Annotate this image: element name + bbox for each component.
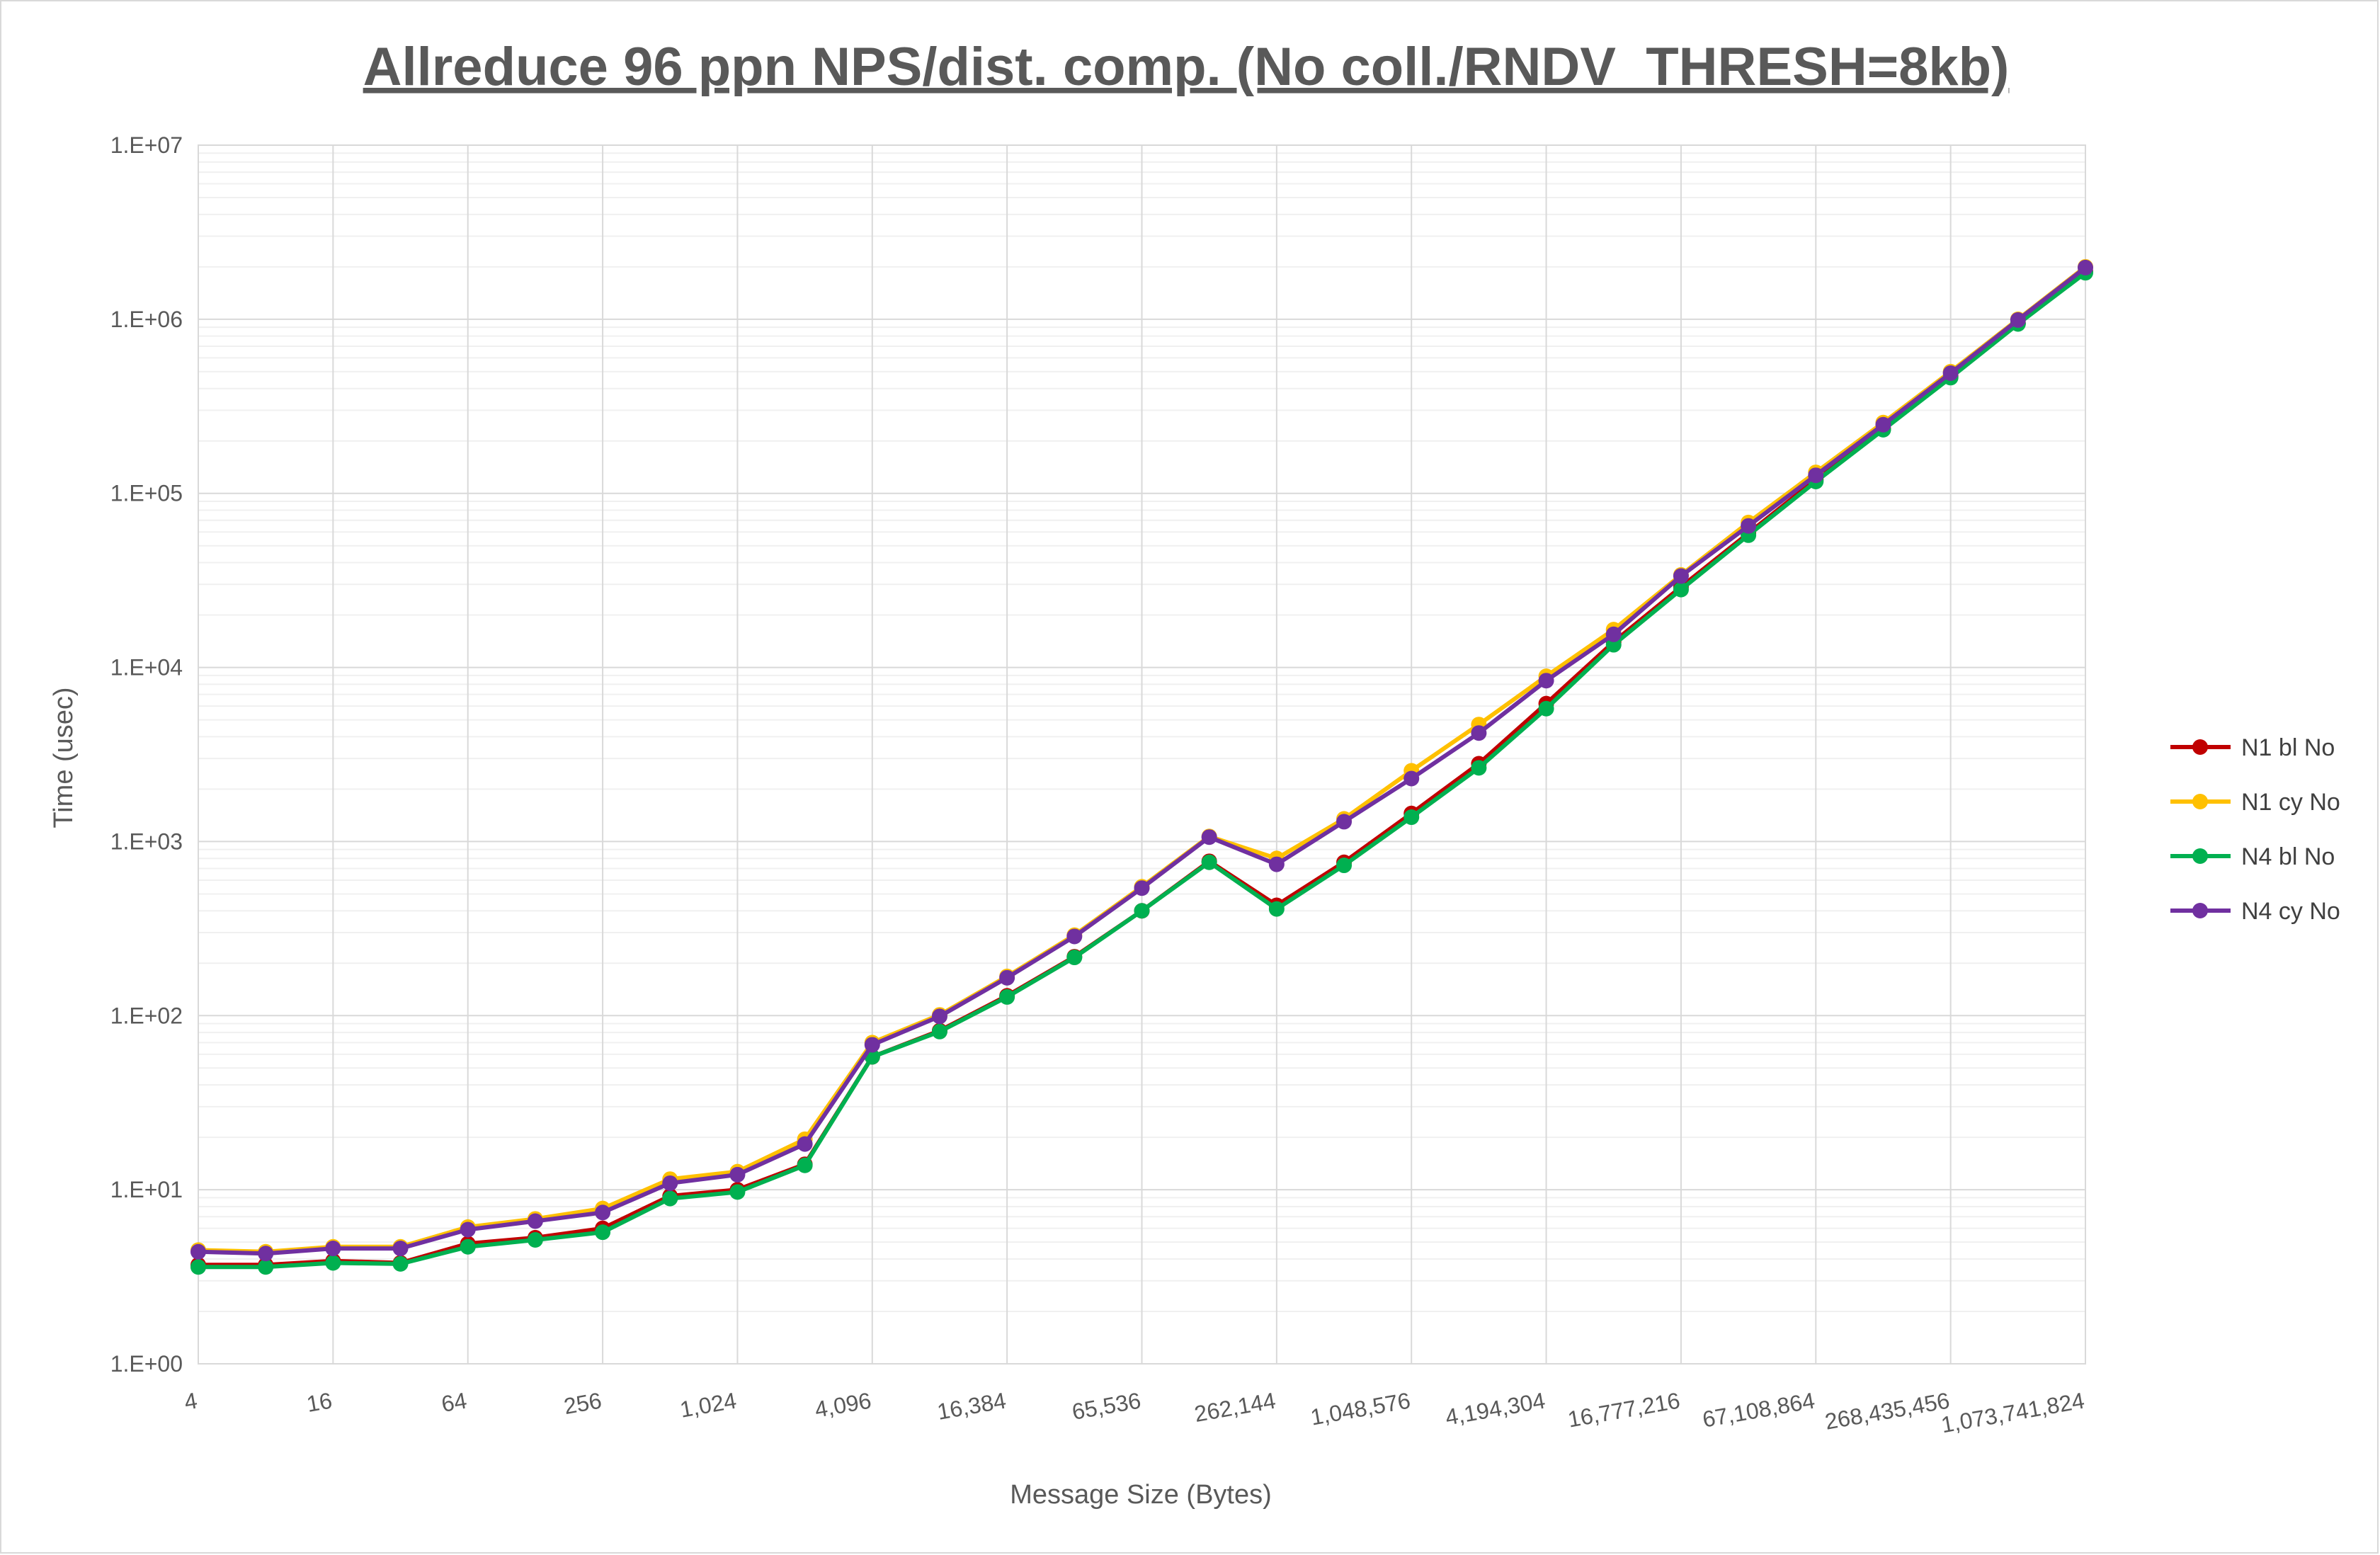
data-point <box>1403 770 1420 787</box>
data-point <box>595 1224 611 1241</box>
x-tick-label: 16,777,216 <box>1566 1387 1682 1432</box>
data-point <box>2078 259 2093 275</box>
data-point <box>1471 760 1487 776</box>
legend-item: N4 bl No <box>2170 843 2335 870</box>
data-point <box>595 1204 611 1221</box>
data-point <box>1942 365 1959 382</box>
x-tick-label: 1,073,741,824 <box>1939 1387 2086 1437</box>
data-point <box>1268 901 1285 917</box>
x-tick-label: 4 <box>182 1387 199 1415</box>
data-point <box>1066 950 1083 966</box>
series-n4-cy-no <box>190 259 2093 1262</box>
y-tick-label: 1.E+06 <box>110 307 183 332</box>
legend-label: N1 cy No <box>2241 789 2340 816</box>
x-axis-title: Message Size (Bytes) <box>1010 1480 1272 1510</box>
x-tick-label: 268,435,456 <box>1823 1387 1952 1434</box>
x-tick-label: 65,536 <box>1070 1387 1143 1424</box>
y-tick-label: 1.E+04 <box>110 655 183 680</box>
data-point <box>931 1023 947 1039</box>
y-axis-ticks: 1.E+00 1.E+01 1.E+02 1.E+03 1.E+04 1.E+05 1.E+… <box>110 132 183 1377</box>
y-tick-label: 1.E+00 <box>110 1351 183 1377</box>
legend: N1 bl No N1 cy No N4 bl No N4 cy No <box>2170 734 2340 925</box>
legend-item: N4 cy No <box>2170 898 2340 925</box>
data-point <box>662 1190 678 1207</box>
data-point <box>527 1213 543 1229</box>
data-point <box>1538 700 1554 717</box>
data-point <box>325 1255 341 1271</box>
data-point <box>460 1221 476 1238</box>
data-point <box>1875 416 1891 433</box>
legend-label: N4 bl No <box>2241 843 2335 870</box>
data-point <box>1066 928 1083 945</box>
data-point <box>1403 809 1420 826</box>
legend-swatch-marker <box>2192 848 2208 864</box>
plot-area <box>198 144 2086 1365</box>
data-point <box>1808 467 1824 484</box>
x-tick-label: 1,048,576 <box>1309 1387 1412 1430</box>
x-tick-label: 67,108,864 <box>1701 1387 1817 1432</box>
x-tick-label: 256 <box>562 1387 603 1419</box>
legend-label: N1 bl No <box>2241 734 2335 761</box>
data-point <box>1336 814 1353 830</box>
legend-label: N4 cy No <box>2241 898 2340 925</box>
y-tick-label: 1.E+07 <box>110 132 183 158</box>
data-point <box>1201 854 1217 870</box>
data-point <box>190 1243 206 1260</box>
data-point <box>931 1008 947 1025</box>
legend-item: N1 bl No <box>2170 734 2335 761</box>
legend-swatch-marker <box>2192 903 2208 918</box>
y-tick-label: 1.E+02 <box>110 1003 183 1028</box>
data-point <box>1741 518 1757 534</box>
data-point <box>662 1175 678 1191</box>
data-point <box>460 1238 476 1255</box>
data-point <box>258 1246 274 1262</box>
data-point <box>1268 856 1285 872</box>
data-point <box>999 989 1015 1005</box>
data-point <box>1134 903 1150 919</box>
data-point <box>2010 312 2026 328</box>
data-point <box>258 1259 274 1275</box>
x-tick-label: 4,194,304 <box>1443 1387 1547 1430</box>
y-tick-label: 1.E+05 <box>110 481 183 506</box>
x-tick-label: 16 <box>304 1387 334 1417</box>
legend-swatch-marker <box>2192 794 2208 809</box>
grid-major <box>198 144 2086 1365</box>
data-point <box>190 1259 206 1275</box>
x-tick-label: 1,024 <box>678 1387 739 1422</box>
data-point <box>1134 880 1150 896</box>
y-tick-label: 1.E+03 <box>110 828 183 854</box>
data-point <box>1605 626 1622 642</box>
legend-swatch-marker <box>2192 739 2208 755</box>
legend-item: N1 cy No <box>2170 789 2340 816</box>
data-point <box>1673 581 1689 598</box>
x-tick-label: 64 <box>440 1387 469 1417</box>
data-point <box>325 1241 341 1257</box>
x-axis-ticks: 4 16 64 256 1,024 4,096 16,384 65,536 262,144 1,0… <box>182 1387 2086 1437</box>
data-point <box>797 1157 813 1173</box>
series-n4-bl-no <box>190 265 2093 1275</box>
series-layer <box>190 258 2093 1275</box>
data-point <box>864 1037 880 1053</box>
data-point <box>1673 568 1689 584</box>
data-point <box>999 969 1015 986</box>
y-tick-label: 1.E+01 <box>110 1177 183 1202</box>
data-point <box>797 1136 813 1152</box>
data-point <box>527 1231 543 1248</box>
data-point <box>1336 858 1353 874</box>
data-point <box>392 1241 409 1257</box>
data-point <box>1471 725 1487 741</box>
data-point <box>729 1166 746 1183</box>
y-axis-title: Time (usec) <box>49 687 79 828</box>
x-tick-label: 16,384 <box>935 1387 1008 1424</box>
x-tick-label: 262,144 <box>1192 1387 1277 1427</box>
chart-title: Allreduce 96 ppn NPS/dist. comp. (No col… <box>363 37 2010 97</box>
data-point <box>1538 673 1554 689</box>
data-point <box>1201 829 1217 845</box>
x-tick-label: 4,096 <box>813 1387 873 1422</box>
data-point <box>729 1184 746 1200</box>
data-point <box>392 1255 409 1272</box>
